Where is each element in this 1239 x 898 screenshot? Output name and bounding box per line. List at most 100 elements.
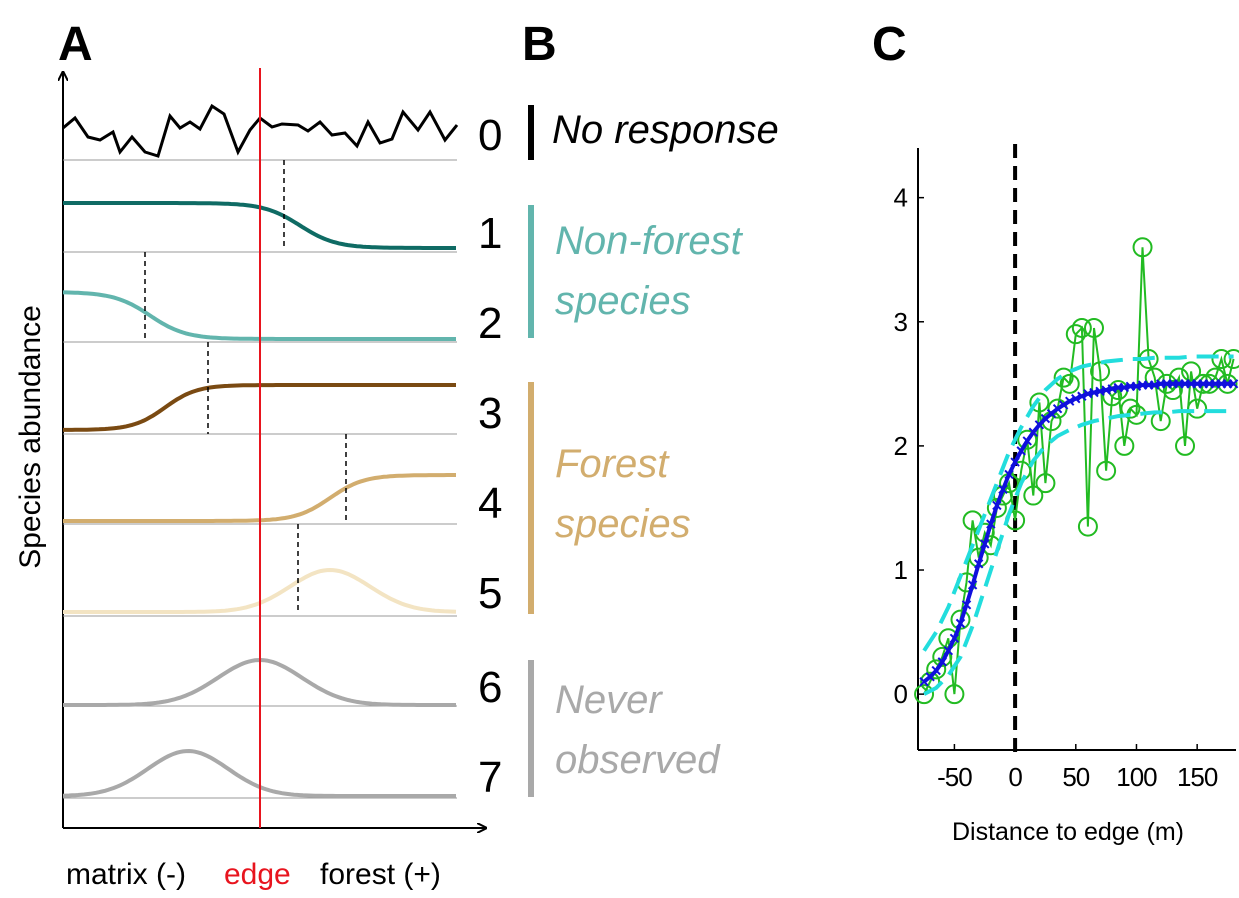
observed-point: [1023, 485, 1044, 506]
observed-point: [1205, 367, 1226, 388]
response-number-0: 0: [478, 111, 502, 160]
panel-label-c: C: [872, 18, 907, 71]
x-tick-label: 0: [1008, 762, 1022, 792]
fitted-point: [1028, 427, 1039, 437]
observed-point: [1120, 398, 1141, 419]
fitted-point: [1071, 394, 1081, 404]
fitted-point: [1077, 391, 1087, 401]
chart-ticks: 0 1 2 3 4 -50 0 50 100 150: [894, 183, 1219, 792]
confidence-bound-line: [922, 354, 1234, 652]
observed-point: [1017, 429, 1038, 450]
fitted-point: [1010, 457, 1020, 467]
fitted-point: [992, 500, 1002, 511]
fitted-point: [943, 645, 954, 656]
fitted-point: [1228, 379, 1239, 389]
fitted-point: [931, 665, 941, 676]
fitted-point: [998, 484, 1008, 495]
fitted-point: [1016, 446, 1026, 456]
fitted-point: [967, 580, 978, 590]
x-label-edge: edge: [224, 858, 291, 891]
observed-point: [1181, 361, 1202, 382]
observed-point: [944, 684, 965, 705]
fitted-point: [949, 633, 960, 643]
observed-point: [1059, 373, 1080, 394]
fitted-point: [973, 559, 984, 569]
observed-point: [914, 684, 935, 705]
group-bar-no-response: [528, 105, 534, 160]
x-label-matrix: matrix (-): [66, 858, 186, 891]
fitted-point: [955, 618, 966, 629]
chart-x-axis-label: Distance to edge (m): [952, 818, 1184, 846]
observed-point: [1114, 435, 1135, 456]
response-number-3: 3: [478, 389, 502, 438]
y-tick-label: 4: [894, 183, 908, 213]
chart-series: [914, 237, 1239, 705]
observed-point: [1053, 367, 1074, 388]
y-tick-label: 1: [894, 555, 908, 585]
observed-point: [1096, 460, 1117, 481]
fitted-point: [1065, 396, 1075, 406]
x-label-forest: forest (+): [320, 858, 441, 891]
observed-point: [1187, 398, 1208, 419]
group-bar-never-observed: [528, 660, 534, 797]
x-tick-label: 50: [1062, 762, 1089, 792]
observed-point: [1175, 435, 1196, 456]
confidence-bound-line: [923, 409, 1234, 696]
observed-point: [1035, 473, 1056, 494]
group-label-observed: observed: [555, 738, 721, 782]
observed-point: [986, 497, 1007, 518]
x-tick-label: 150: [1177, 762, 1218, 792]
group-label-never: Never: [555, 678, 663, 722]
x-tick-label: 100: [1116, 762, 1157, 792]
group-label-no-response: No response: [552, 108, 779, 152]
observed-point: [1132, 237, 1153, 258]
response-number-5: 5: [478, 569, 502, 618]
response-number-7: 7: [478, 753, 502, 802]
observed-point: [1029, 392, 1050, 413]
response-number-1: 1: [478, 209, 502, 258]
observed-point: [1211, 349, 1232, 370]
fitted-point: [1022, 436, 1032, 446]
y-tick-label: 3: [894, 307, 908, 337]
fitted-point: [937, 657, 947, 667]
observed-point: [1083, 317, 1104, 338]
y-tick-label: 2: [894, 431, 908, 461]
fitted-point: [1058, 400, 1069, 410]
observed-point: [1223, 349, 1239, 370]
fitted-point: [1052, 403, 1063, 414]
response-number-2: 2: [478, 299, 502, 348]
panel-label-b: B: [522, 18, 557, 71]
observed-point: [1071, 317, 1092, 338]
panel-label-a: A: [58, 18, 93, 71]
y-axis-label: Species abundance: [14, 305, 47, 569]
fitted-point: [986, 519, 996, 529]
group-label-non-forest-species: species: [555, 279, 691, 323]
observed-point: [1168, 367, 1189, 388]
panel-c-chart: 0 1 2 3 4 -50 0 50 100 150 Distance to edge (m): [894, 144, 1239, 846]
y-tick-label: 0: [894, 679, 908, 709]
fitted-point: [980, 539, 990, 549]
group-label-forest-species: species: [555, 502, 691, 546]
observed-point: [1065, 324, 1086, 345]
response-number-6: 6: [478, 663, 502, 712]
panel-a: Species abundance: [14, 68, 486, 891]
observed-point: [926, 659, 947, 680]
group-label-forest: Forest: [555, 442, 670, 486]
response-number-4: 4: [478, 479, 502, 528]
fitted-point: [961, 600, 972, 610]
group-bar-forest: [528, 382, 534, 614]
chart-axes: [917, 144, 1236, 760]
observed-point: [932, 646, 953, 667]
x-tick-label: -50: [937, 762, 972, 792]
group-bar-non-forest: [528, 205, 534, 338]
observed-point: [1077, 516, 1098, 537]
group-label-non-forest: Non-forest: [555, 219, 744, 263]
panel-b: 0 1 2 3 4 5 6 7 No response Non-forest s…: [478, 105, 779, 802]
threshold-markers: [144, 160, 347, 614]
fitted-series-line: [922, 381, 1234, 684]
observed-point: [1162, 380, 1183, 401]
curve-no-response: [62, 103, 459, 158]
fitted-point: [1004, 469, 1014, 480]
observed-point: [1090, 361, 1111, 382]
